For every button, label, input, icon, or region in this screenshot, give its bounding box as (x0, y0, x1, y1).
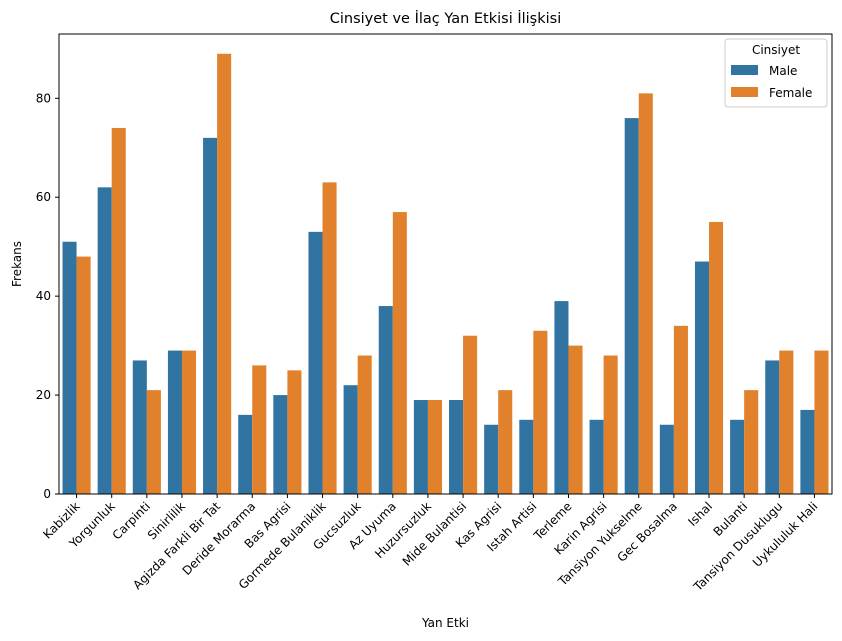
bar-female-uykululuk-hali (814, 350, 829, 494)
bar-female-mide-bulantisi (463, 335, 478, 494)
bar-male-tansiyon-dusuklugu (765, 360, 780, 494)
bar-female-gucsuzluk (357, 355, 372, 494)
legend-label-female: Female (769, 86, 812, 100)
bar-male-deride-morarma (238, 414, 253, 494)
bars-group (62, 53, 829, 495)
y-tick-label: 60 (36, 190, 51, 204)
bar-female-carpinti (146, 390, 161, 494)
bar-female-huzursuzluk (427, 400, 442, 494)
x-tick-label-uykululuk-hali: Uykululuk Hali (750, 499, 821, 570)
bar-male-ishal (694, 261, 710, 494)
bar-male-gormede-bulaniklik (308, 231, 323, 494)
bar-female-az-uyuma (392, 212, 407, 494)
bar-female-istah-artisi (533, 330, 548, 494)
y-tick-label: 0 (43, 487, 51, 501)
bar-male-huzursuzluk (413, 400, 428, 494)
plot-frame (58, 33, 833, 495)
bar-female-gormede-bulaniklik (322, 182, 337, 495)
legend: Cinsiyet Male Female (724, 38, 828, 108)
legend-swatch-male (731, 65, 758, 75)
x-tick-label-carpinti: Carpinti (110, 499, 153, 542)
bar-male-az-uyuma (378, 306, 393, 494)
bar-male-gec-bosalma (659, 424, 674, 494)
bar-male-carpinti (132, 360, 147, 494)
y-axis: 0 20 40 60 80 (36, 91, 59, 501)
bar-female-karin-agrisi (603, 355, 618, 494)
y-tick-label: 40 (36, 289, 51, 303)
x-axis: KabizlikYorgunlukCarpintiSinirlilikAgizd… (40, 494, 821, 594)
bar-male-mide-bulantisi (449, 400, 464, 494)
x-tick-label-ishal: Ishal (685, 499, 715, 529)
bar-male-sinirlilik (167, 350, 182, 494)
bar-female-bas-agrisi (287, 370, 302, 494)
bar-female-terleme (568, 345, 583, 494)
bar-male-gucsuzluk (343, 385, 358, 494)
bar-male-kabizlik (62, 241, 77, 494)
bar-male-bas-agrisi (273, 395, 288, 494)
bar-female-agizda-farkli-bir-tat (217, 53, 232, 495)
bar-female-sinirlilik (181, 350, 197, 494)
y-tick-label: 80 (36, 91, 51, 105)
bar-female-deride-morarma (252, 365, 267, 494)
legend-label-male: Male (769, 64, 797, 78)
bar-male-terleme (554, 301, 569, 494)
legend-swatch-female (731, 87, 758, 97)
bar-male-agizda-farkli-bir-tat (203, 137, 218, 494)
bar-female-tansiyon-yukselme (638, 93, 653, 495)
bar-female-yorgunluk (111, 127, 126, 495)
x-axis-label: Yan Etki (421, 616, 469, 630)
bar-male-bulanti (730, 419, 745, 494)
bar-male-yorgunluk (97, 187, 112, 495)
bar-male-karin-agrisi (589, 419, 604, 494)
bar-female-bulanti (744, 390, 759, 494)
bar-female-kas-agrisi (498, 390, 513, 494)
chart-title: Cinsiyet ve İlaç Yan Etkisi İlişkisi (330, 9, 562, 27)
bar-male-istah-artisi (519, 419, 534, 494)
bar-female-kabizlik (76, 256, 91, 494)
bar-female-gec-bosalma (673, 325, 688, 494)
bar-male-uykululuk-hali (800, 409, 815, 494)
y-tick-label: 20 (36, 388, 51, 402)
y-axis-label: Frekans (10, 241, 24, 287)
bar-female-ishal (709, 221, 724, 495)
bar-male-kas-agrisi (484, 424, 499, 494)
bar-female-tansiyon-dusuklugu (779, 350, 794, 494)
bar-male-tansiyon-yukselme (624, 118, 639, 494)
legend-title: Cinsiyet (752, 43, 800, 57)
